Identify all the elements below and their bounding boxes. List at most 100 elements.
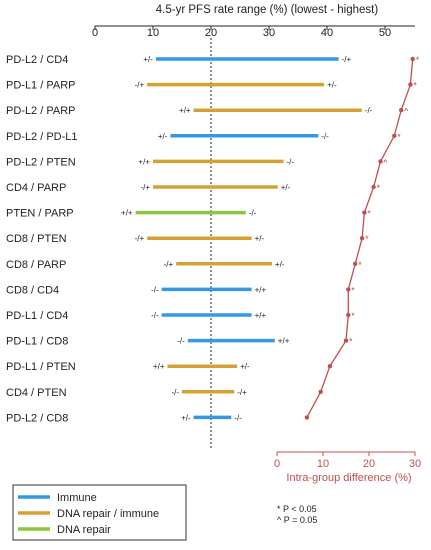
footnote: ^ P = 0.05 (277, 515, 317, 525)
row: CD8 / CD4 -/- +/+ (6, 284, 266, 296)
row: PD-L2 / PTEN +/+ -/- (6, 156, 294, 168)
row-label: PD-L2 / CD8 (6, 412, 68, 424)
row-label: PD-L1 / PTEN (6, 361, 76, 373)
high-annotation: +/- (255, 234, 265, 243)
row-label: PTEN / PARP (6, 208, 74, 220)
footnote: * P < 0.05 (277, 504, 317, 514)
high-annotation: -/+ (342, 55, 352, 64)
difference-point (353, 261, 358, 266)
significance-mark: * (416, 55, 420, 65)
legend-label: DNA repair (57, 524, 111, 536)
difference-series-line (306, 58, 414, 418)
difference-axis-label: Intra-group difference (%) (286, 472, 411, 484)
difference-axis: 0 10 20 30 * * ^ * ^ * * * * * * * (274, 55, 421, 470)
high-annotation: -/+ (237, 388, 247, 397)
legend-item: Immune (18, 492, 97, 504)
high-annotation: +/- (275, 260, 285, 269)
row: PD-L1 / PTEN +/+ +/- (6, 361, 250, 373)
row: CD4 / PARP -/+ +/- (6, 182, 291, 194)
chart-title: 4.5-yr PFS rate range (%) (lowest - high… (156, 4, 379, 16)
difference-point (346, 312, 351, 318)
difference-point (318, 389, 323, 394)
difference-tick-label: 20 (363, 458, 375, 470)
row-label: CD4 / PARP (6, 182, 66, 194)
row: PD-L1 / CD4 -/- +/+ (6, 310, 266, 322)
low-annotation: +/+ (138, 157, 150, 166)
difference-point (304, 415, 310, 420)
high-annotation: +/+ (255, 285, 267, 294)
high-annotation: -/- (234, 413, 242, 422)
difference-point (392, 133, 397, 138)
top-tick-label: 10 (147, 27, 159, 39)
top-tick-label: 50 (379, 27, 391, 39)
legend-label: Immune (57, 492, 97, 504)
top-tick-label: 30 (263, 27, 275, 39)
low-annotation: -/- (177, 337, 185, 346)
difference-point (408, 82, 413, 87)
row: PD-L1 / CD8 -/- +/+ (6, 336, 290, 348)
low-annotation: -/+ (135, 81, 145, 90)
significance-mark: ^ (384, 158, 388, 167)
significance-mark: * (349, 337, 353, 347)
difference-tick-label: 10 (317, 458, 329, 470)
low-annotation: -/- (151, 285, 159, 294)
difference-point (362, 210, 367, 215)
high-annotation: +/- (327, 81, 337, 90)
difference-point (371, 184, 376, 190)
difference-point (346, 287, 351, 292)
row: CD4 / PTEN -/- -/+ (6, 387, 247, 399)
row-label: PD-L1 / PARP (6, 80, 76, 92)
low-annotation: -/+ (135, 234, 145, 243)
difference-point (410, 56, 415, 62)
high-annotation: +/- (240, 362, 250, 371)
row-label: PD-L2 / PARP (6, 105, 76, 117)
difference-point (378, 159, 383, 164)
row-label: PD-L1 / CD4 (6, 310, 68, 322)
significance-mark: * (377, 183, 381, 193)
low-annotation: +/+ (153, 362, 165, 371)
significance-mark: * (358, 260, 362, 270)
low-annotation: -/+ (164, 260, 174, 269)
low-annotation: +/- (158, 132, 168, 141)
high-annotation: -/- (249, 209, 257, 218)
low-annotation: -/- (171, 388, 179, 397)
row: PD-L2 / CD8 +/- -/- (6, 412, 242, 424)
difference-tick-label: 0 (274, 458, 280, 470)
difference-point (359, 236, 365, 241)
row-label: PD-L2 / CD4 (6, 54, 68, 66)
top-tick-label: 0 (92, 27, 98, 39)
top-tick-label: 20 (205, 27, 217, 39)
row: PD-L2 / PARP +/+ -/- (6, 105, 373, 117)
significance-mark: * (351, 311, 355, 321)
row-label: CD8 / CD4 (6, 284, 59, 296)
row-label: PD-L2 / PD-L1 (6, 131, 78, 143)
row: PD-L1 / PARP -/+ +/- (6, 80, 337, 92)
legend-item: DNA repair / immune (18, 508, 159, 520)
row-label: CD8 / PTEN (6, 233, 67, 245)
row-label: PD-L1 / CD8 (6, 336, 68, 348)
low-annotation: +/- (143, 55, 153, 64)
difference-point (399, 108, 404, 113)
row: PD-L2 / CD4 +/- -/+ (6, 54, 351, 66)
legend-label: DNA repair / immune (57, 508, 159, 520)
notes: * P < 0.05^ P = 0.05 (277, 504, 317, 525)
row: PTEN / PARP +/+ -/- (6, 208, 257, 220)
row-label: PD-L2 / PTEN (6, 156, 76, 168)
high-annotation: +/+ (255, 311, 267, 320)
difference-tick-label: 30 (409, 458, 421, 470)
low-annotation: -/- (151, 311, 159, 320)
low-annotation: +/+ (121, 209, 133, 218)
low-annotation: -/+ (140, 183, 150, 192)
top-tick-label: 40 (321, 27, 333, 39)
high-annotation: +/- (281, 183, 291, 192)
high-annotation: +/+ (278, 337, 290, 346)
significance-mark: * (365, 234, 369, 244)
top-axis: 0 10 20 30 40 50 (92, 25, 415, 39)
row: CD8 / PTEN -/+ +/- (6, 233, 264, 245)
row-label: CD4 / PTEN (6, 387, 67, 399)
row: PD-L2 / PD-L1 +/- -/- (6, 131, 329, 143)
row: CD8 / PARP -/+ +/- (6, 259, 285, 271)
difference-point (343, 338, 349, 343)
row-label: CD8 / PARP (6, 259, 66, 271)
